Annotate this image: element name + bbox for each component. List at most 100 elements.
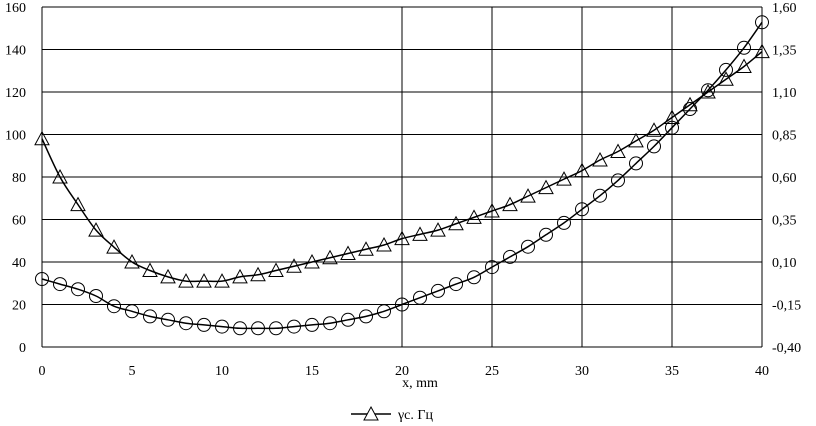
triangle-marker (502, 196, 518, 212)
circle-marker (341, 312, 355, 327)
circle-marker (251, 321, 265, 336)
triangle-marker (232, 268, 248, 284)
triangle-marker (682, 96, 698, 112)
circle-marker (647, 139, 661, 154)
circle-marker (107, 299, 121, 314)
y-right-tick-label: 1,60 (772, 1, 797, 16)
circle-marker (413, 290, 427, 305)
x-tick-label: 20 (395, 364, 409, 379)
y-right-tick-label: 0,35 (772, 214, 797, 229)
circle-marker (539, 227, 553, 242)
tick-labels: 020406080100120140160-0,40-0,150,100,350… (5, 1, 801, 379)
circle-marker (215, 319, 229, 334)
circle-marker (719, 62, 733, 77)
circle-marker (557, 215, 571, 230)
triangle-marker (376, 236, 392, 252)
triangle-marker (538, 179, 554, 195)
y-left-tick-label: 0 (19, 341, 26, 356)
circle-marker (575, 202, 589, 217)
circle-marker (629, 156, 643, 171)
circle-marker (179, 316, 193, 331)
triangle-marker (574, 162, 590, 178)
y-right-tick-label: 0,85 (772, 129, 797, 144)
legend-triangle-marker (363, 405, 379, 421)
triangle-marker (448, 215, 464, 231)
y-right-tick-label: 1,10 (772, 86, 797, 101)
triangle-marker (250, 266, 266, 282)
circle-marker (161, 312, 175, 327)
y-left-tick-label: 80 (12, 171, 26, 186)
x-tick-label: 40 (755, 364, 769, 379)
x-tick-label: 30 (575, 364, 589, 379)
triangle-marker (484, 202, 500, 218)
circle-marker (197, 317, 211, 332)
circle-marker (593, 188, 607, 203)
triangle-marker (160, 268, 176, 284)
series-curves (41, 21, 763, 330)
triangle-marker (628, 132, 644, 148)
x-tick-label: 10 (215, 364, 229, 379)
circle-marker (737, 40, 751, 55)
circle-marker (323, 316, 337, 331)
triangle-marker (646, 122, 662, 137)
circle-marker (611, 173, 625, 188)
triangle-marker (700, 83, 716, 99)
y-left-tick-label: 140 (5, 44, 26, 59)
y-right-tick-label: 0,60 (772, 171, 797, 186)
triangle-marker (142, 262, 158, 277)
circle-marker (359, 309, 373, 324)
circle-marker (485, 260, 499, 275)
circle-marker (503, 249, 517, 264)
triangle-marker (304, 253, 320, 269)
triangle-marker (286, 258, 302, 273)
triangle-marker (718, 71, 734, 86)
y-right-tick-label: 0,10 (772, 256, 797, 271)
y-left-tick-label: 60 (12, 214, 26, 229)
circle-marker (755, 15, 769, 30)
circle-marker (377, 304, 391, 319)
triangle-marker (124, 253, 140, 269)
circle-marker (431, 283, 445, 298)
triangle-marker (178, 273, 194, 288)
x-tick-label: 0 (39, 364, 46, 379)
circle-marker (467, 270, 481, 285)
triangle-marker (214, 273, 230, 288)
x-tick-label: 15 (305, 364, 319, 379)
triangle-marker (610, 143, 626, 158)
circle-marker (683, 102, 697, 116)
triangle-marker (358, 241, 374, 256)
circle-marker (125, 304, 139, 319)
triangle-marker (412, 226, 428, 241)
triangle-marker (466, 209, 482, 224)
triangle-marker (754, 43, 770, 59)
circle-marker (395, 297, 409, 312)
triangle-marker (394, 230, 410, 246)
series-markers (34, 15, 770, 336)
triangle-marker (52, 168, 68, 184)
circle-marker (305, 317, 319, 332)
circle-marker (269, 321, 283, 336)
circle-marker (143, 309, 157, 324)
triangle-marker (196, 273, 212, 288)
triangle-marker (430, 222, 446, 237)
y-left-tick-label: 120 (5, 86, 26, 101)
y-left-tick-label: 40 (12, 256, 26, 271)
triangle-marker (70, 196, 86, 212)
circle-marker (287, 319, 301, 334)
triangle-marker (592, 151, 608, 167)
circle-marker (521, 239, 535, 254)
legend-label: γс. Гц (397, 408, 433, 423)
triangle-marker (736, 58, 752, 73)
y-right-tick-label: 1,35 (772, 44, 797, 59)
x-axis-label: x, mm (402, 376, 438, 391)
legend: γс. Гц (351, 405, 433, 423)
circle-marker (35, 272, 49, 286)
triangle-marker (664, 109, 680, 124)
triangle-marker (34, 130, 50, 146)
y-right-tick-label: -0,15 (772, 299, 801, 314)
circle-marker (701, 83, 715, 98)
series-2-curve (41, 21, 763, 330)
triangle-marker (520, 188, 536, 203)
circle-marker (233, 321, 247, 336)
triangle-marker (106, 239, 122, 254)
